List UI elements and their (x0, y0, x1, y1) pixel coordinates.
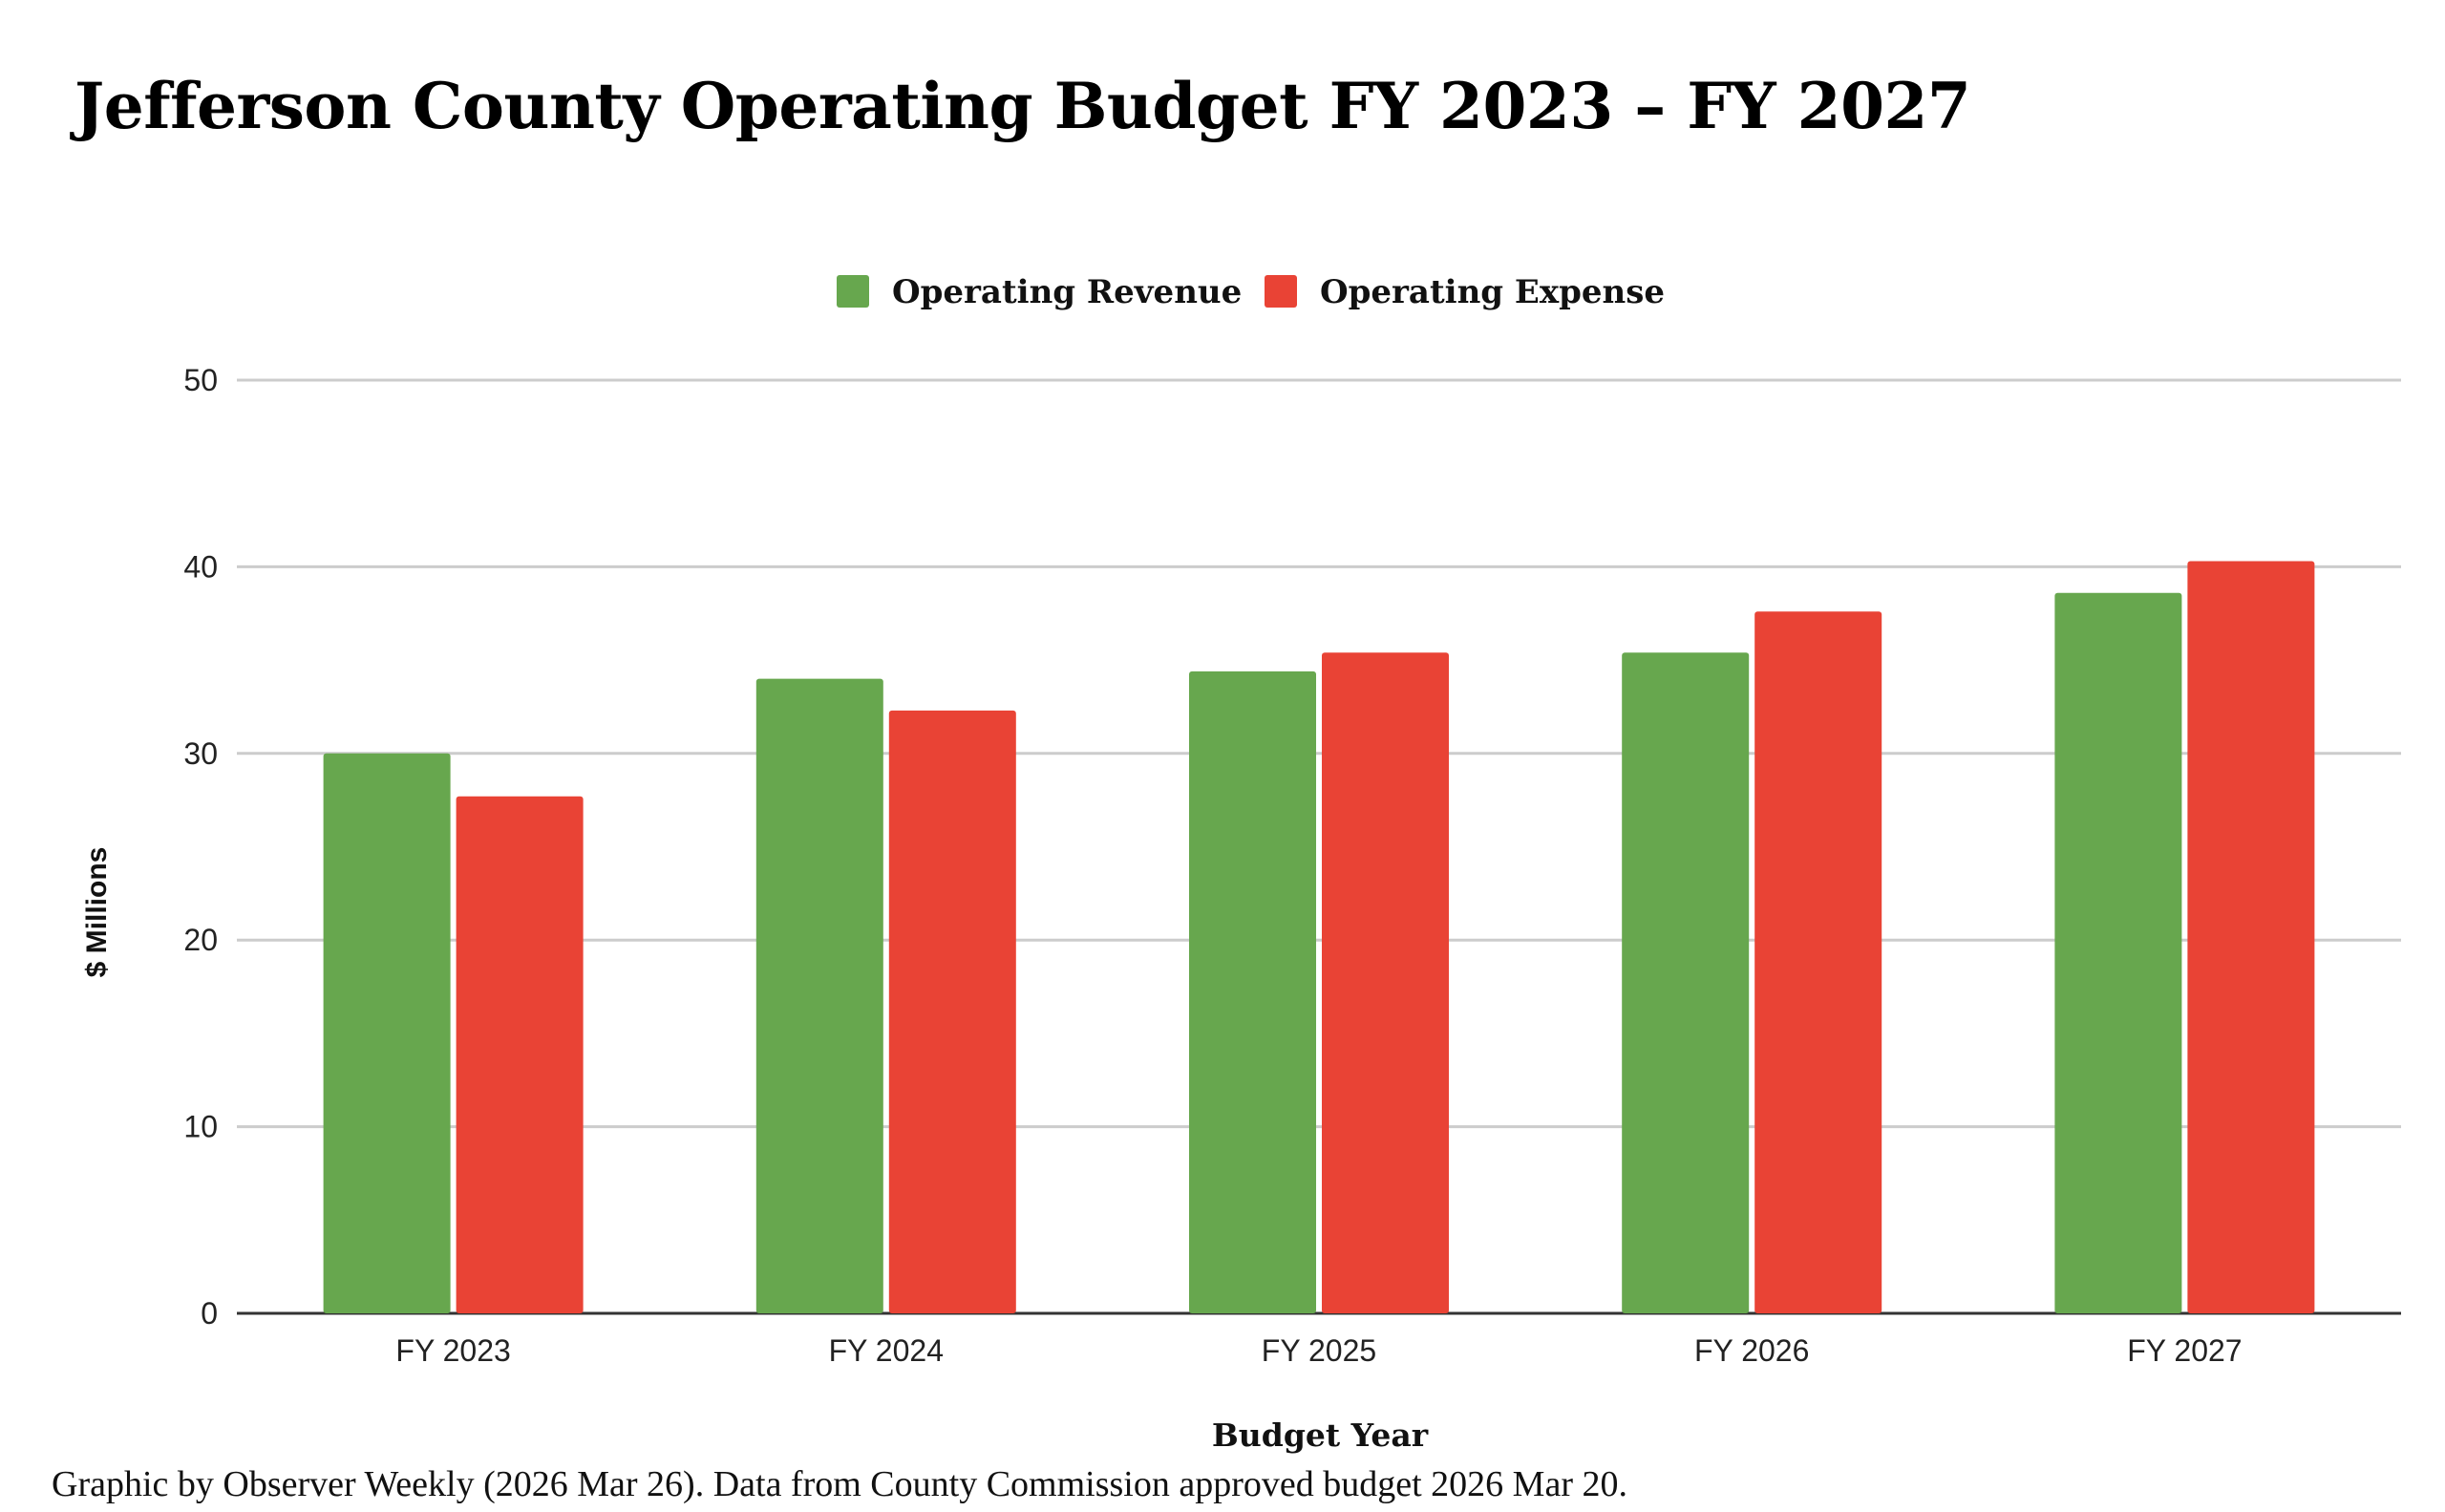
legend-swatch (1265, 275, 1297, 308)
bar-revenue-fy-2023 (323, 753, 451, 1313)
gridlines (237, 378, 2401, 1315)
x-category-label: FY 2024 (829, 1333, 944, 1368)
y-tick-label: 40 (183, 549, 218, 584)
bar-expense-fy-2027 (2187, 561, 2315, 1313)
bar-expense-fy-2023 (456, 796, 584, 1313)
footnote: Graphic by Observer Weekly (2026 Mar 26)… (52, 1464, 1627, 1504)
legend-label: Operating Expense (1320, 273, 1665, 311)
y-tick-label: 10 (183, 1110, 218, 1144)
chart-title: Jefferson County Operating Budget FY 202… (74, 69, 1971, 143)
y-tick-label: 50 (183, 363, 218, 397)
x-category-label: FY 2026 (1694, 1333, 1809, 1368)
y-axis-title: $ Millions (81, 847, 113, 978)
x-axis-title: Budget Year (1212, 1416, 1429, 1454)
y-axis-ticks: 0 10 20 30 40 50 (183, 363, 218, 1331)
x-category-label: FY 2023 (395, 1333, 510, 1368)
bar-revenue-fy-2026 (1622, 652, 1750, 1313)
bar-expense-fy-2024 (888, 710, 1016, 1313)
legend-label: Operating Revenue (892, 273, 1242, 311)
bars (323, 561, 2315, 1313)
bar-revenue-fy-2024 (755, 678, 883, 1313)
bar-expense-fy-2026 (1754, 611, 1882, 1313)
legend-swatch (837, 275, 869, 308)
bar-expense-fy-2025 (1322, 652, 1449, 1313)
legend: Operating Revenue Operating Expense (837, 273, 1665, 311)
bar-revenue-fy-2027 (2054, 592, 2182, 1313)
y-tick-label: 30 (183, 736, 218, 771)
x-axis-categories: FY 2023 FY 2024 FY 2025 FY 2026 FY 2027 (395, 1333, 2242, 1368)
y-tick-label: 20 (183, 923, 218, 957)
bar-revenue-fy-2025 (1189, 671, 1316, 1313)
x-category-label: FY 2025 (1262, 1333, 1376, 1368)
x-category-label: FY 2027 (2127, 1333, 2242, 1368)
y-tick-label: 0 (201, 1296, 218, 1331)
